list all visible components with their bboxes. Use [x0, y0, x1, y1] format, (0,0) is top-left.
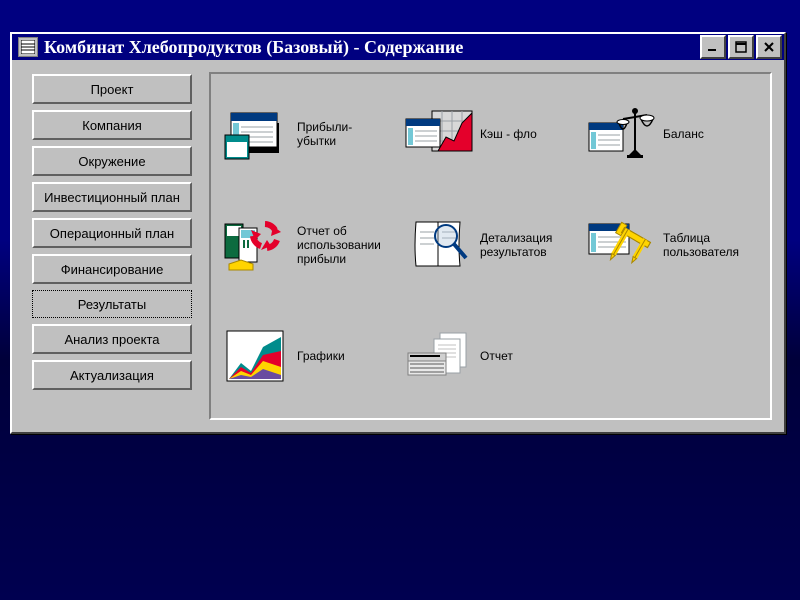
- sidebar-item-label: Компания: [82, 118, 142, 133]
- client-area: Проект Компания Окружение Инвестиционный…: [14, 62, 782, 430]
- user-table-icon: [587, 216, 657, 276]
- content-panel: Прибыли-убытки: [209, 72, 772, 420]
- sidebar-item-label: Окружение: [78, 154, 145, 169]
- item-label: Отчет обиспользованииприбыли: [297, 225, 381, 266]
- item-label: Отчет: [480, 350, 513, 364]
- item-report[interactable]: Отчет: [402, 305, 579, 410]
- sidebar-item-results[interactable]: Результаты: [32, 290, 192, 318]
- sidebar-item-label: Проект: [91, 82, 134, 97]
- sidebar-item-label: Актуализация: [70, 368, 154, 383]
- sidebar-item-financing[interactable]: Финансирование: [32, 254, 192, 284]
- sidebar-item-actualization[interactable]: Актуализация: [32, 360, 192, 390]
- item-profit-loss[interactable]: Прибыли-убытки: [219, 82, 396, 187]
- sidebar: Проект Компания Окружение Инвестиционный…: [32, 74, 192, 396]
- balance-icon: [587, 105, 657, 165]
- sidebar-item-investment[interactable]: Инвестиционный план: [32, 182, 192, 212]
- sidebar-item-project[interactable]: Проект: [32, 74, 192, 104]
- item-details[interactable]: Детализациярезультатов: [402, 193, 579, 298]
- charts-icon: [221, 327, 291, 387]
- empty-cell: [585, 305, 762, 410]
- item-charts[interactable]: Графики: [219, 305, 396, 410]
- sidebar-item-company[interactable]: Компания: [32, 110, 192, 140]
- item-profit-use[interactable]: Отчет обиспользованииприбыли: [219, 193, 396, 298]
- item-label: Таблицапользователя: [663, 232, 739, 260]
- app-window: Комбинат Хлебопродуктов (Базовый) - Соде…: [10, 32, 786, 434]
- sidebar-item-label: Финансирование: [61, 262, 164, 277]
- details-icon: [404, 216, 474, 276]
- profit-loss-icon: [221, 105, 291, 165]
- sidebar-item-operations[interactable]: Операционный план: [32, 218, 192, 248]
- item-label: Баланс: [663, 128, 704, 142]
- item-label: Графики: [297, 350, 345, 364]
- icon-grid: Прибыли-убытки: [219, 82, 762, 410]
- item-user-table[interactable]: Таблицапользователя: [585, 193, 762, 298]
- sidebar-item-label: Операционный план: [50, 226, 174, 241]
- sidebar-item-label: Инвестиционный план: [44, 190, 180, 205]
- item-label: Прибыли-убытки: [297, 121, 352, 149]
- report-icon: [404, 327, 474, 387]
- sidebar-item-analysis[interactable]: Анализ проекта: [32, 324, 192, 354]
- sidebar-item-label: Результаты: [78, 297, 146, 312]
- item-label: Кэш - фло: [480, 128, 537, 142]
- maximize-button[interactable]: [728, 35, 754, 59]
- app-icon: [18, 37, 38, 57]
- item-balance[interactable]: Баланс: [585, 82, 762, 187]
- item-cashflow[interactable]: Кэш - фло: [402, 82, 579, 187]
- sidebar-item-environment[interactable]: Окружение: [32, 146, 192, 176]
- close-button[interactable]: [756, 35, 782, 59]
- profit-use-icon: [221, 216, 291, 276]
- sidebar-item-label: Анализ проекта: [64, 332, 159, 347]
- titlebar: Комбинат Хлебопродуктов (Базовый) - Соде…: [12, 34, 784, 60]
- window-title: Комбинат Хлебопродуктов (Базовый) - Соде…: [42, 37, 698, 58]
- cashflow-icon: [404, 105, 474, 165]
- minimize-button[interactable]: [700, 35, 726, 59]
- item-label: Детализациярезультатов: [480, 232, 552, 260]
